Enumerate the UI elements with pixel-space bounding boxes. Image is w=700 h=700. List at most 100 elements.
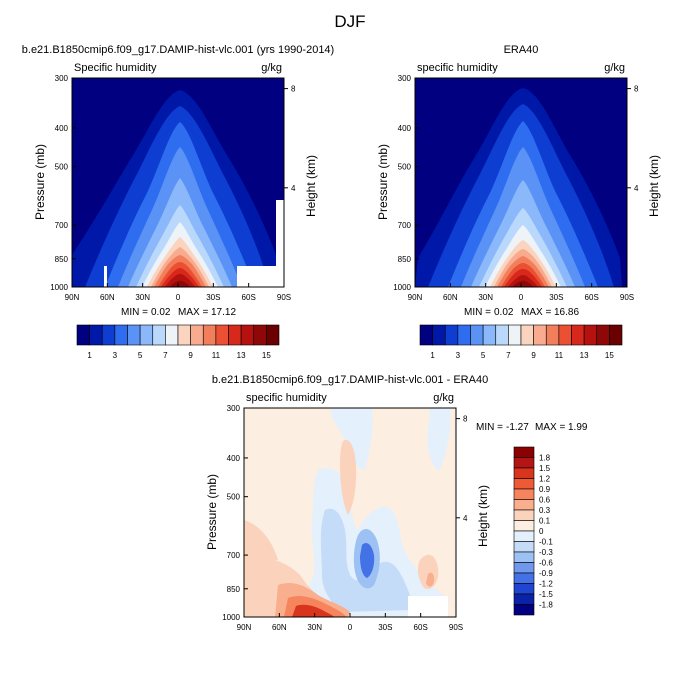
x-tick-label: 0 bbox=[176, 293, 181, 302]
contour-level-14 bbox=[512, 280, 534, 287]
y-axis-label: Pressure (mb) bbox=[33, 144, 47, 220]
height-tick-label: 8 bbox=[463, 415, 468, 424]
negative-region-right bbox=[427, 408, 451, 470]
height-tick-label: 4 bbox=[463, 514, 468, 523]
min-max-readout: MIN = 0.02 MAX = 17.12 bbox=[121, 307, 236, 318]
max-label: MAX = bbox=[535, 422, 565, 433]
colorbar-swatch bbox=[127, 324, 141, 346]
colorbar-swatch bbox=[596, 324, 610, 346]
min-value: 0.02 bbox=[494, 307, 514, 318]
colorbar-swatch bbox=[520, 324, 534, 346]
missing-sliver bbox=[104, 266, 107, 287]
colorbar-swatch bbox=[202, 324, 217, 346]
y-tick-label: 1000 bbox=[393, 283, 411, 292]
field bbox=[244, 408, 456, 617]
positive-region-plume bbox=[340, 439, 357, 515]
x-tick-label: 30S bbox=[206, 293, 220, 302]
y-tick-label: 850 bbox=[398, 255, 412, 264]
x-tick-label: 30N bbox=[307, 623, 322, 632]
negative-region-deep bbox=[320, 508, 415, 612]
colorbar-swatch bbox=[114, 324, 128, 346]
colorbar-swatch bbox=[513, 467, 535, 479]
contour-level-14 bbox=[169, 280, 191, 287]
variable-label: specific humidity bbox=[246, 392, 327, 404]
y-tick-label: 700 bbox=[398, 221, 412, 230]
missing-edge-right bbox=[276, 200, 284, 287]
x-tick-label: 30S bbox=[549, 293, 563, 302]
panel-title: b.e21.B1850cmip6.f09_g17.DAMIP-hist-vlc.… bbox=[22, 44, 334, 56]
colorbar-label: 0.1 bbox=[539, 517, 551, 526]
colorbar-label: 3 bbox=[113, 351, 118, 360]
colorbar-swatch bbox=[177, 324, 191, 346]
y-tick-label: 1000 bbox=[222, 613, 240, 622]
y-axis-label: Pressure (mb) bbox=[205, 474, 219, 550]
x-tick-label: 90N bbox=[237, 623, 252, 632]
colorbar-swatch bbox=[513, 457, 535, 469]
y-tick-label: 700 bbox=[227, 551, 241, 560]
colorbar-swatch bbox=[513, 446, 535, 458]
height-tick-label: 4 bbox=[291, 184, 296, 193]
colorbar-swatch bbox=[513, 509, 535, 521]
colorbar-label: 15 bbox=[605, 351, 614, 360]
x-tick-label: 60S bbox=[414, 623, 428, 632]
panel-model: b.e21.B1850cmip6.f09_g17.DAMIP-hist-vlc.… bbox=[22, 44, 334, 360]
y-tick-label: 400 bbox=[398, 124, 412, 133]
max-value: 16.86 bbox=[554, 307, 579, 318]
colorbar-swatch bbox=[432, 324, 446, 346]
colorbar-swatch bbox=[513, 541, 535, 553]
height-axis-label: Height (km) bbox=[304, 155, 318, 217]
colorbar-swatch bbox=[609, 324, 623, 346]
colorbar-label: -1.8 bbox=[539, 601, 553, 610]
contour-level-13 bbox=[165, 274, 195, 287]
colorbar-label: 9 bbox=[531, 351, 536, 360]
colorbar-swatch bbox=[482, 324, 497, 346]
colorbar-label: 0.6 bbox=[539, 496, 551, 505]
colorbar-swatch bbox=[215, 324, 229, 346]
colorbar-swatch bbox=[513, 572, 535, 584]
colorbar-swatch bbox=[513, 604, 535, 616]
x-tick-label: 90N bbox=[65, 293, 80, 302]
colorbar-label: 0 bbox=[539, 527, 544, 536]
colorbar-label: 1.8 bbox=[539, 454, 551, 463]
colorbar-label: 7 bbox=[163, 351, 168, 360]
y-axis-label: Pressure (mb) bbox=[376, 144, 390, 220]
field bbox=[415, 78, 627, 287]
max-label: MAX = bbox=[521, 307, 551, 318]
colorbar-swatch bbox=[152, 324, 166, 346]
colorbar-label: 1 bbox=[430, 351, 435, 360]
x-tick-label: 90S bbox=[277, 293, 291, 302]
x-tick-label: 90S bbox=[620, 293, 634, 302]
units-label: g/kg bbox=[261, 62, 282, 74]
colorbar-label: 1.5 bbox=[539, 464, 551, 473]
missing-topography bbox=[408, 596, 448, 617]
x-tick-label: 30N bbox=[135, 293, 150, 302]
height-tick-label: 8 bbox=[291, 85, 296, 94]
colorbar-label: -1.2 bbox=[539, 580, 553, 589]
colorbar-swatch bbox=[558, 324, 572, 346]
colorbar-label: -0.6 bbox=[539, 559, 553, 568]
x-tick-label: 90N bbox=[408, 293, 423, 302]
colorbar-swatch bbox=[101, 324, 116, 346]
y-tick-label: 850 bbox=[55, 255, 69, 264]
y-tick-label: 1000 bbox=[50, 283, 68, 292]
x-tick-label: 60N bbox=[272, 623, 287, 632]
colorbar-label: 0.3 bbox=[539, 506, 551, 515]
colorbar-swatch bbox=[513, 593, 535, 605]
positive-region-max bbox=[292, 604, 334, 617]
colorbar-swatch bbox=[457, 324, 471, 346]
colorbar-label: -0.3 bbox=[539, 548, 553, 557]
colorbar-label: 11 bbox=[555, 351, 564, 360]
colorbar-swatch bbox=[571, 324, 585, 346]
min-value: -1.27 bbox=[506, 422, 529, 433]
panel-difference: b.e21.B1850cmip6.f09_g17.DAMIP-hist-vlc.… bbox=[205, 374, 588, 632]
height-axis-label: Height (km) bbox=[476, 485, 490, 547]
height-tick-label: 8 bbox=[634, 85, 639, 94]
colorbar: 1.81.5 1.20.9 0.60.3 0.10 -0.1-0.3 -0.6-0.9 -1… bbox=[513, 446, 553, 616]
x-tick-label: 60S bbox=[242, 293, 256, 302]
x-tick-label: 60S bbox=[585, 293, 599, 302]
x-tick-label: 60N bbox=[100, 293, 115, 302]
x-tick-label: 30N bbox=[478, 293, 493, 302]
units-label: g/kg bbox=[604, 62, 625, 74]
colorbar-label: 7 bbox=[506, 351, 511, 360]
